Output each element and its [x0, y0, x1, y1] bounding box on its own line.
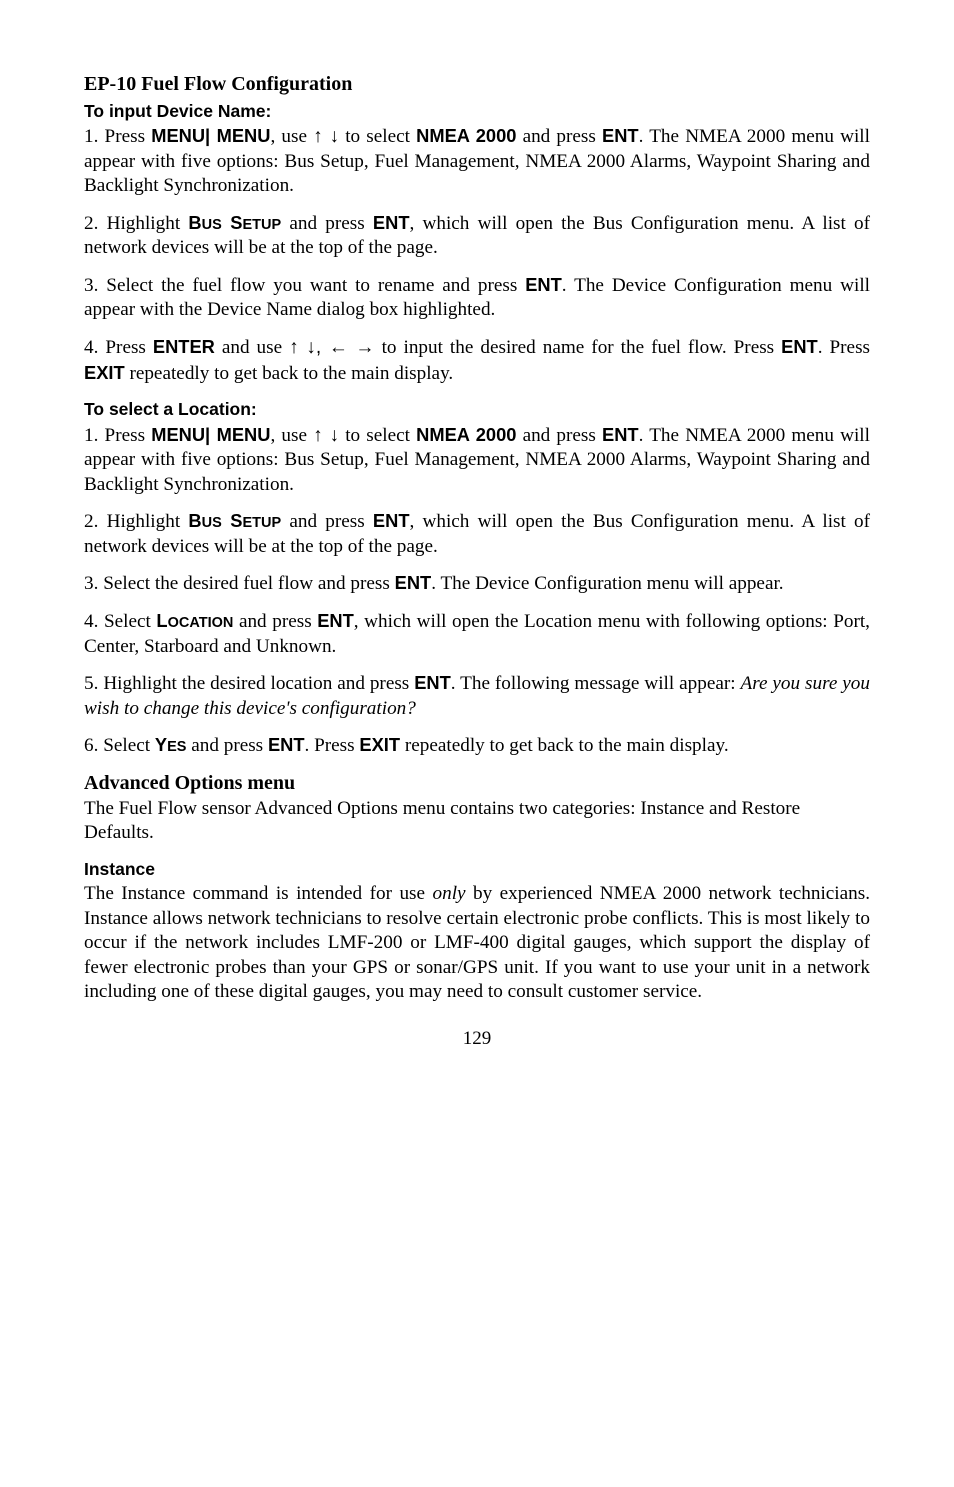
arrows-udlr: ↑ ↓, ← →: [289, 337, 374, 358]
text: 3. Select the fuel flow you want to rena…: [84, 275, 525, 296]
key-ent: ENT: [525, 274, 562, 295]
text: and use: [215, 337, 289, 358]
text: , use: [270, 126, 313, 147]
arrows-up-down: ↑ ↓: [313, 425, 339, 446]
paragraph-loc-5: 5. Highlight the desired location and pr…: [84, 671, 870, 721]
section-title: EP-10 Fuel Flow Configuration: [84, 72, 870, 98]
key-ent: ENT: [317, 610, 354, 631]
key-ent: ENT: [395, 572, 432, 593]
paragraph-loc-2: 2. Highlight BUS SETUP and press ENT, wh…: [84, 509, 870, 559]
paragraph-advanced: The Fuel Flow sensor Advanced Options me…: [84, 797, 870, 846]
key-ent: ENT: [781, 336, 818, 357]
text: and press: [186, 735, 268, 756]
text: and press: [516, 425, 602, 446]
paragraph-loc-4: 4. Select LOCATION and press ENT, which …: [84, 609, 870, 659]
key-ent: ENT: [414, 672, 451, 693]
text: . The following message will appear:: [451, 673, 741, 694]
key-nmea2000: NMEA 2000: [416, 424, 516, 445]
italic-text: only: [433, 883, 466, 904]
key-ent: ENT: [602, 424, 639, 445]
key-exit: EXIT: [84, 362, 125, 383]
paragraph-step-3: 3. Select the fuel flow you want to rena…: [84, 273, 870, 323]
text: 1. Press: [84, 126, 151, 147]
text: 3. Select the desired fuel flow and pres…: [84, 573, 395, 594]
key-menu-menu: MENU| MENU: [151, 424, 270, 445]
text: , use: [270, 425, 313, 446]
key-bus-setup: BUS SETUP: [188, 510, 281, 531]
key-enter: ENTER: [153, 336, 215, 357]
arrows-up-down: ↑ ↓: [313, 126, 339, 147]
text: The Instance command is intended for use: [84, 883, 433, 904]
text: . The Device Configuration menu will app…: [431, 573, 783, 594]
paragraph-step-2: 2. Highlight BUS SETUP and press ENT, wh…: [84, 211, 870, 261]
key-yes: YES: [155, 734, 187, 755]
text: 1. Press: [84, 425, 151, 446]
heading-advanced-options: Advanced Options menu: [84, 771, 870, 797]
text: and press: [516, 126, 602, 147]
key-nmea2000: NMEA 2000: [416, 125, 516, 146]
key-menu-menu: MENU| MENU: [151, 125, 270, 146]
text: and press: [233, 611, 317, 632]
key-exit: EXIT: [359, 734, 400, 755]
heading-input-device-name: To input Device Name:: [84, 100, 870, 122]
paragraph-loc-6: 6. Select YES and press ENT. Press EXIT …: [84, 733, 870, 759]
heading-instance: Instance: [84, 858, 870, 880]
text: . Press: [305, 735, 360, 756]
text: 5. Highlight the desired location and pr…: [84, 673, 414, 694]
text: and press: [281, 213, 373, 234]
text: 6. Select: [84, 735, 155, 756]
text: and press: [281, 511, 373, 532]
text: 2. Highlight: [84, 511, 188, 532]
key-ent: ENT: [602, 125, 639, 146]
text: repeatedly to get back to the main displ…: [125, 363, 454, 384]
text: to select: [339, 126, 416, 147]
key-bus-setup: BUS SETUP: [188, 212, 281, 233]
text: 2. Highlight: [84, 213, 188, 234]
text: to input the desired name for the fuel f…: [375, 337, 782, 358]
text: 4. Press: [84, 337, 153, 358]
paragraph-step-1: 1. Press MENU| MENU, use ↑ ↓ to select N…: [84, 124, 870, 199]
key-ent: ENT: [373, 510, 410, 531]
paragraph-loc-1: 1. Press MENU| MENU, use ↑ ↓ to select N…: [84, 423, 870, 498]
paragraph-step-4: 4. Press ENTER and use ↑ ↓, ← → to input…: [84, 335, 870, 386]
paragraph-instance: The Instance command is intended for use…: [84, 882, 870, 1005]
text: repeatedly to get back to the main displ…: [400, 735, 729, 756]
text: to select: [339, 425, 416, 446]
key-ent: ENT: [268, 734, 305, 755]
text: . Press: [818, 337, 870, 358]
page-number: 129: [84, 1027, 870, 1051]
heading-select-location: To select a Location:: [84, 398, 870, 420]
paragraph-loc-3: 3. Select the desired fuel flow and pres…: [84, 571, 870, 597]
text: 4. Select: [84, 611, 156, 632]
key-ent: ENT: [373, 212, 410, 233]
key-location: LOCATION: [156, 610, 233, 631]
